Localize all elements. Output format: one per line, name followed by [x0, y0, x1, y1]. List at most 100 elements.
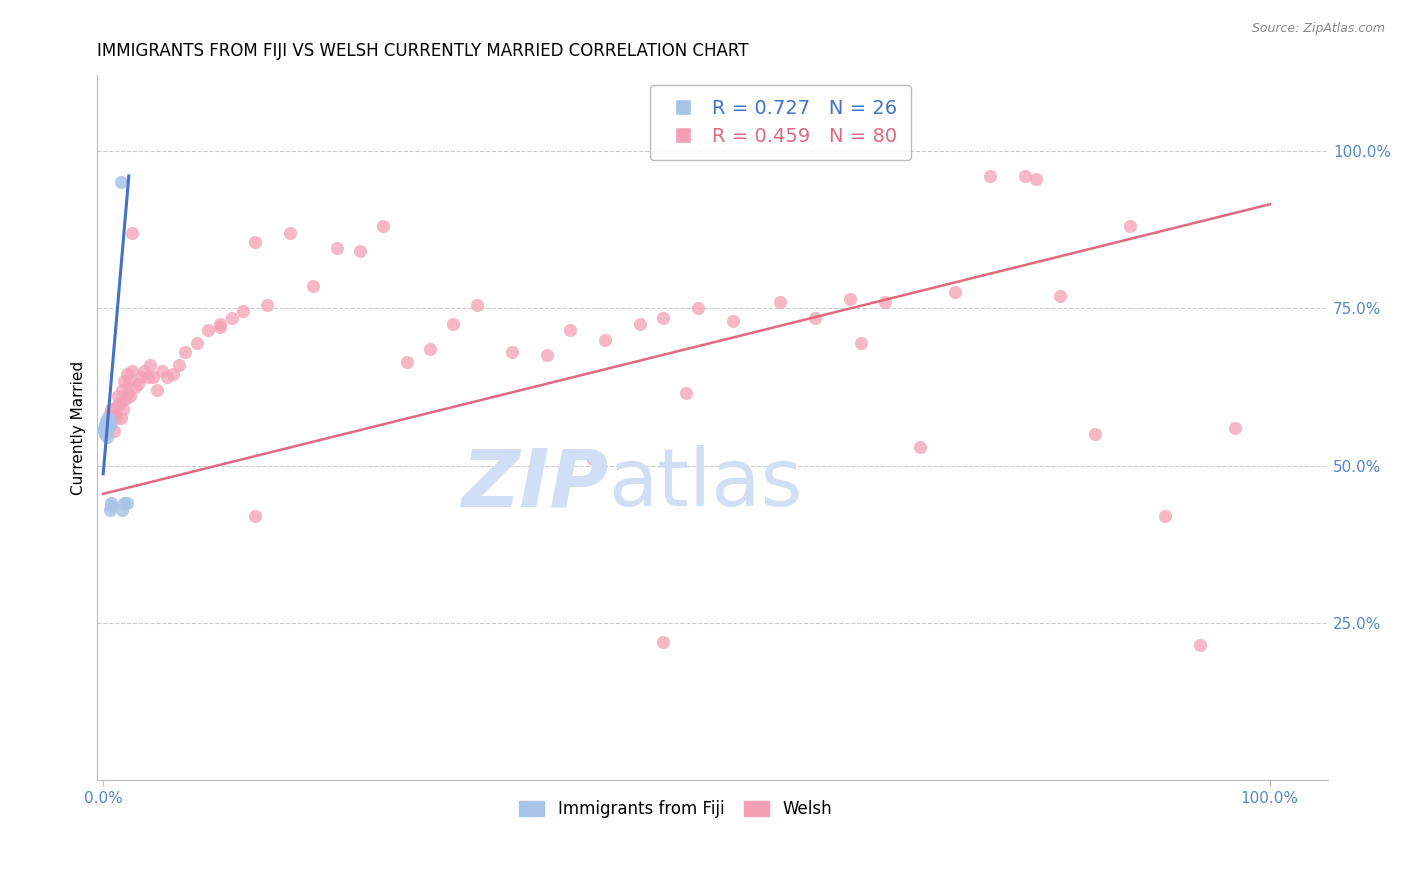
- Point: [628, 317, 651, 331]
- Point: [94, 417, 117, 432]
- Point: [278, 226, 301, 240]
- Point: [105, 399, 128, 413]
- Point: [167, 358, 190, 372]
- Point: [136, 370, 159, 384]
- Point: [104, 408, 127, 422]
- Point: [593, 333, 616, 347]
- Point: [96, 424, 118, 438]
- Point: [838, 292, 860, 306]
- Point: [186, 335, 208, 350]
- Point: [1119, 219, 1142, 234]
- Point: [688, 301, 710, 315]
- Point: [103, 424, 125, 438]
- Point: [221, 310, 243, 325]
- Y-axis label: Currently Married: Currently Married: [72, 360, 86, 495]
- Point: [582, 452, 605, 467]
- Point: [114, 392, 136, 407]
- Point: [124, 380, 146, 394]
- Point: [127, 376, 149, 391]
- Point: [101, 411, 124, 425]
- Point: [118, 374, 141, 388]
- Point: [117, 386, 139, 401]
- Point: [112, 374, 135, 388]
- Point: [536, 348, 558, 362]
- Point: [96, 417, 118, 432]
- Point: [97, 417, 120, 432]
- Point: [501, 345, 523, 359]
- Point: [115, 496, 138, 510]
- Point: [94, 421, 117, 435]
- Point: [97, 411, 120, 425]
- Point: [652, 310, 675, 325]
- Point: [98, 414, 121, 428]
- Point: [721, 314, 744, 328]
- Point: [107, 389, 129, 403]
- Point: [1153, 508, 1175, 523]
- Point: [873, 294, 896, 309]
- Point: [93, 421, 115, 435]
- Point: [100, 496, 122, 510]
- Point: [232, 304, 254, 318]
- Point: [96, 430, 118, 444]
- Point: [256, 298, 278, 312]
- Point: [652, 635, 675, 649]
- Point: [98, 417, 121, 432]
- Point: [100, 500, 122, 514]
- Text: IMMIGRANTS FROM FIJI VS WELSH CURRENTLY MARRIED CORRELATION CHART: IMMIGRANTS FROM FIJI VS WELSH CURRENTLY …: [97, 42, 749, 60]
- Point: [243, 508, 266, 523]
- Point: [1025, 172, 1047, 186]
- Point: [98, 502, 121, 516]
- Point: [94, 424, 117, 438]
- Point: [146, 383, 169, 397]
- Point: [98, 417, 121, 432]
- Point: [150, 364, 173, 378]
- Point: [121, 364, 143, 378]
- Point: [110, 411, 132, 425]
- Point: [142, 370, 165, 384]
- Point: [395, 354, 418, 368]
- Point: [208, 320, 231, 334]
- Point: [111, 383, 134, 397]
- Point: [96, 414, 118, 428]
- Point: [111, 502, 134, 516]
- Point: [1188, 638, 1211, 652]
- Point: [197, 323, 219, 337]
- Point: [111, 401, 134, 416]
- Point: [804, 310, 827, 325]
- Point: [441, 317, 464, 331]
- Point: [132, 364, 155, 378]
- Point: [100, 401, 122, 416]
- Point: [98, 408, 121, 422]
- Point: [243, 235, 266, 249]
- Point: [675, 386, 697, 401]
- Point: [121, 226, 143, 240]
- Point: [558, 323, 581, 337]
- Point: [173, 345, 195, 359]
- Point: [979, 169, 1001, 183]
- Point: [162, 368, 184, 382]
- Point: [110, 175, 132, 189]
- Point: [349, 244, 371, 259]
- Point: [373, 219, 395, 234]
- Point: [93, 424, 115, 438]
- Point: [1014, 169, 1036, 183]
- Point: [1049, 288, 1071, 302]
- Point: [302, 279, 325, 293]
- Point: [94, 417, 117, 432]
- Point: [112, 496, 135, 510]
- Text: Source: ZipAtlas.com: Source: ZipAtlas.com: [1251, 22, 1385, 36]
- Point: [943, 285, 966, 300]
- Point: [851, 335, 873, 350]
- Point: [156, 370, 179, 384]
- Point: [139, 358, 162, 372]
- Point: [465, 298, 488, 312]
- Point: [94, 427, 117, 442]
- Point: [419, 342, 441, 356]
- Point: [97, 421, 120, 435]
- Point: [208, 317, 231, 331]
- Point: [1223, 421, 1246, 435]
- Point: [129, 370, 152, 384]
- Point: [908, 440, 931, 454]
- Point: [325, 241, 347, 255]
- Text: ZIP: ZIP: [461, 445, 609, 524]
